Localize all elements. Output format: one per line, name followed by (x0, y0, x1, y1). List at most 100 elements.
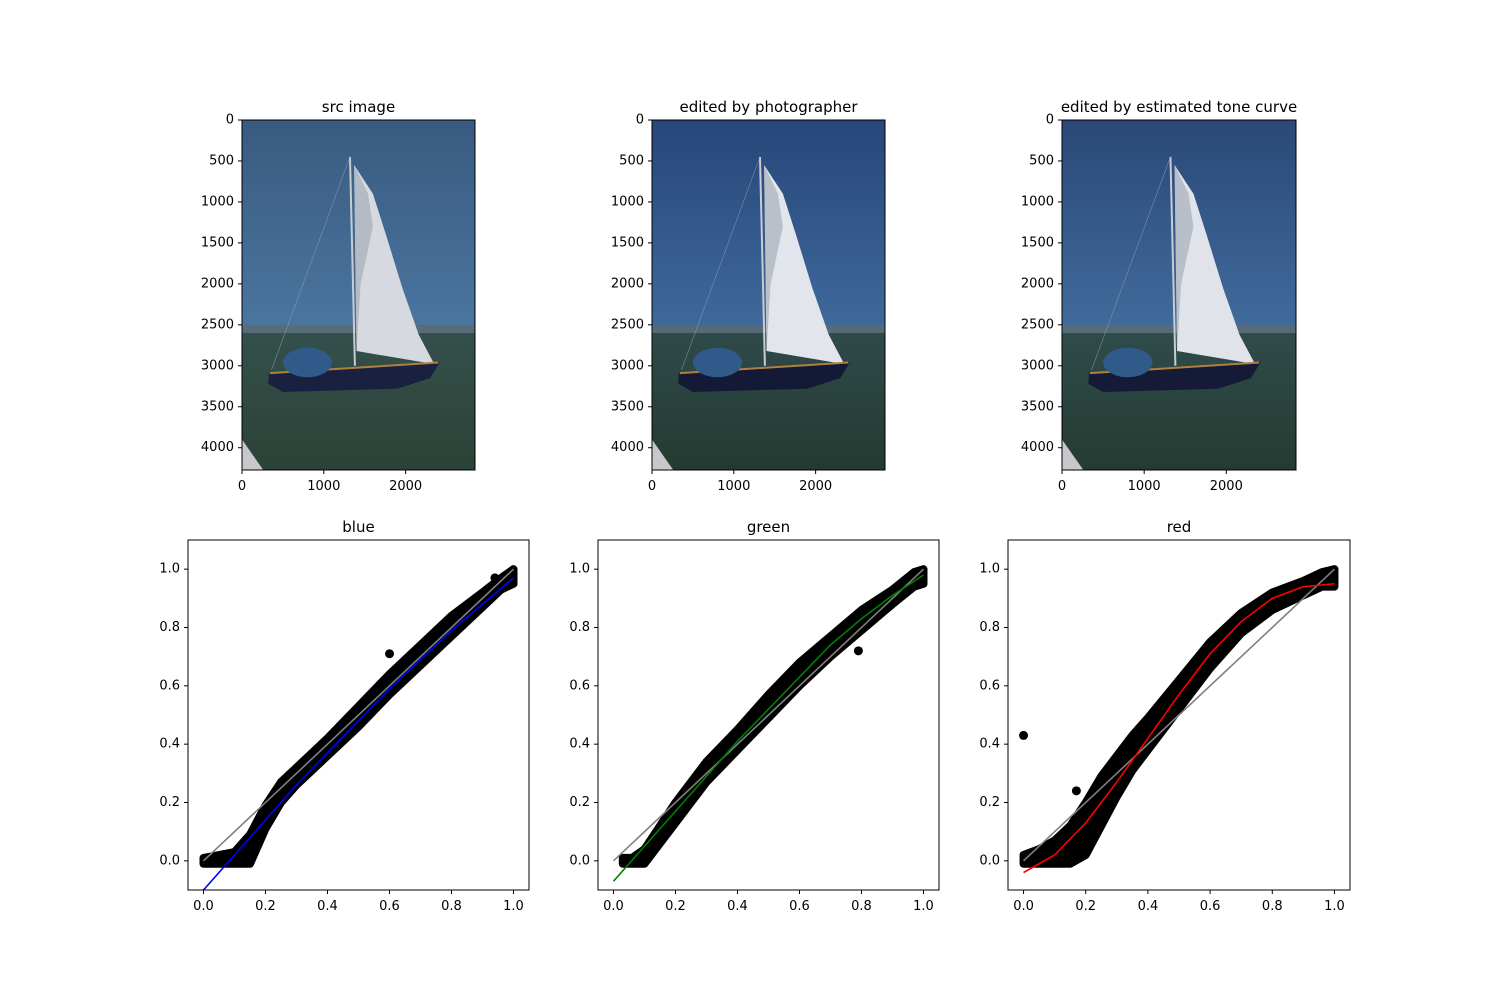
identity-line (612, 568, 925, 862)
sailboat-photo (1062, 120, 1296, 470)
x-tick-label: 0.8 (851, 899, 872, 914)
y-tick-label: 1000 (611, 194, 644, 209)
foreground-object (652, 439, 674, 470)
sail-shadow (354, 165, 373, 352)
y-tick-label: 0.8 (569, 620, 590, 635)
outlier-point (1121, 742, 1131, 752)
x-tick-label: 0.8 (1262, 899, 1283, 914)
backstay (271, 156, 351, 370)
outlier-point (1071, 786, 1081, 796)
y-tick-label: 0.0 (569, 853, 590, 868)
y-tick-label: 4000 (1021, 440, 1054, 455)
y-tick-label: 1500 (1021, 235, 1054, 250)
image-panel-3: edited by estimated tone curve 0 1000 2000 0… (1021, 98, 1297, 494)
x-tick-label: 0.6 (789, 899, 810, 914)
water-region (1062, 333, 1296, 470)
x-tick-label: 2000 (1210, 479, 1243, 494)
y-tick-label: 0 (636, 113, 644, 128)
cabin-cover (692, 347, 742, 378)
y-tick-label: 0.6 (979, 678, 1000, 693)
water-region (652, 333, 885, 470)
axes-frame (241, 119, 476, 471)
x-tick-label: 0.4 (317, 899, 338, 914)
y-tick-label: 2000 (611, 276, 644, 291)
y-tick-label: 1500 (611, 235, 644, 250)
y-tick-label: 1000 (201, 194, 234, 209)
y-tick-label: 0 (1046, 113, 1054, 128)
x-tick-label: 0.0 (193, 899, 214, 914)
y-tick-label: 0.0 (979, 853, 1000, 868)
mainsail (764, 165, 845, 365)
y-tick-label: 500 (619, 153, 644, 168)
scatter-points (1019, 565, 1339, 868)
x-tick-label: 1.0 (503, 899, 524, 914)
y-tick-label: 0.8 (979, 620, 1000, 635)
sail-shadow (764, 165, 783, 352)
mainsail (1174, 165, 1256, 365)
panel-title: edited by photographer (679, 98, 858, 116)
identity-line (1022, 568, 1336, 862)
y-tick-label: 0.2 (979, 795, 1000, 810)
sailboat-photo (242, 120, 475, 470)
axes-frame (187, 539, 530, 891)
x-tick-label: 1000 (1128, 479, 1161, 494)
x-tick-label: 0.8 (441, 899, 462, 914)
y-tick-label: 0.0 (159, 853, 180, 868)
x-tick-label: 0 (1058, 479, 1066, 494)
x-tick-label: 0.2 (255, 899, 276, 914)
x-tick-label: 0.6 (1200, 899, 1221, 914)
panel-title: edited by estimated tone curve (1061, 98, 1297, 116)
sailboat-photo (652, 120, 885, 470)
y-tick-label: 3500 (611, 399, 644, 414)
backstay (681, 156, 761, 370)
y-tick-label: 2500 (611, 317, 644, 332)
axes-frame (651, 119, 886, 471)
y-tick-label: 1.0 (979, 562, 1000, 577)
x-tick-label: 0.4 (727, 899, 748, 914)
x-tick-label: 2000 (389, 479, 422, 494)
y-tick-label: 0.2 (159, 795, 180, 810)
panel-title: green (747, 518, 790, 536)
x-tick-label: 0 (648, 479, 656, 494)
backstay (1091, 156, 1171, 370)
x-tick-label: 0.0 (1013, 899, 1034, 914)
y-tick-label: 0.8 (159, 620, 180, 635)
y-tick-label: 1.0 (159, 562, 180, 577)
tone-curve-green (612, 574, 924, 882)
mast (758, 156, 766, 366)
cabin-cover (282, 347, 332, 378)
image-panel-2: edited by photographer 0 1000 2000 0 500 1000 1… (611, 98, 886, 494)
image-panel-1: src image 0 1000 2000 0 500 1000 1500 2000 2500 30… (201, 98, 476, 494)
y-tick-label: 2000 (1021, 276, 1054, 291)
y-tick-label: 0.6 (569, 678, 590, 693)
x-tick-label: 2000 (799, 479, 832, 494)
x-tick-label: 0.2 (1075, 899, 1096, 914)
hull (1088, 361, 1261, 393)
curve-panel-blue: blue 0.0 0.2 0.4 0.6 0.8 1.0 0.0 0.2 0.4 0.6 0.8 1.0 (159, 518, 530, 914)
y-tick-label: 500 (209, 153, 234, 168)
scatter-points (618, 565, 928, 868)
outlier-point (853, 646, 863, 656)
sail-shadow (1174, 165, 1194, 352)
outlier-point (385, 649, 394, 659)
x-tick-label: 1000 (717, 479, 750, 494)
hull (268, 361, 440, 393)
panel-title: src image (322, 98, 395, 116)
y-tick-label: 2500 (201, 317, 234, 332)
foreground-object (1062, 439, 1084, 470)
x-tick-label: 0.6 (379, 899, 400, 914)
x-tick-label: 1.0 (1324, 899, 1345, 914)
x-tick-label: 0.0 (603, 899, 624, 914)
y-tick-label: 0.4 (569, 737, 590, 752)
y-tick-label: 4000 (201, 440, 234, 455)
panel-title: blue (342, 518, 374, 536)
y-tick-label: 0.4 (159, 737, 180, 752)
axes-frame (1007, 539, 1351, 891)
identity-line (202, 568, 515, 862)
x-tick-label: 0.2 (665, 899, 686, 914)
x-tick-label: 1.0 (913, 899, 934, 914)
y-tick-label: 0.6 (159, 678, 180, 693)
axes-frame (1061, 119, 1297, 471)
y-tick-label: 1000 (1021, 194, 1054, 209)
